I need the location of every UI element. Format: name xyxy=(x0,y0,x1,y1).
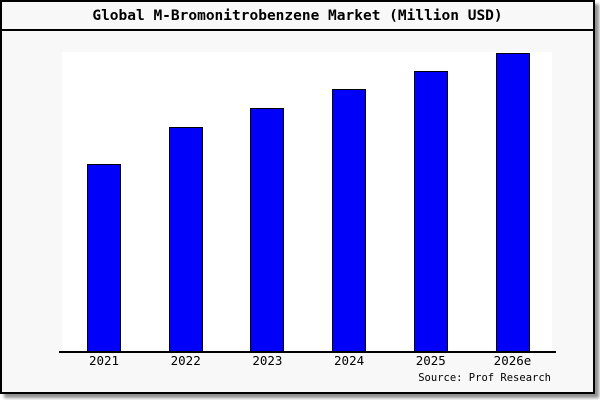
x-tick-label-2025: 2025 xyxy=(415,353,446,368)
x-tick-label-2026e: 2026e xyxy=(493,353,532,368)
x-axis-line xyxy=(59,351,556,353)
chart-figure: Global M-Bromonitrobenzene Market (Milli… xyxy=(0,0,595,394)
bar-2021 xyxy=(87,164,121,352)
bar-2024 xyxy=(332,89,367,352)
x-tick-label-2023: 2023 xyxy=(252,353,283,368)
chart-title: Global M-Bromonitrobenzene Market (Milli… xyxy=(92,7,503,24)
bar-2026e xyxy=(495,53,530,352)
chart-title-box: Global M-Bromonitrobenzene Market (Milli… xyxy=(2,2,593,31)
bar-2025 xyxy=(413,71,448,352)
x-tick-label-2021: 2021 xyxy=(88,353,120,368)
x-tick-label-2022: 2022 xyxy=(170,353,201,368)
bar-2023 xyxy=(250,108,285,352)
bar-2022 xyxy=(168,127,203,352)
x-tick-label-2024: 2024 xyxy=(334,353,365,368)
plot-area xyxy=(62,52,552,352)
source-note: Source: Prof Research xyxy=(418,372,551,384)
